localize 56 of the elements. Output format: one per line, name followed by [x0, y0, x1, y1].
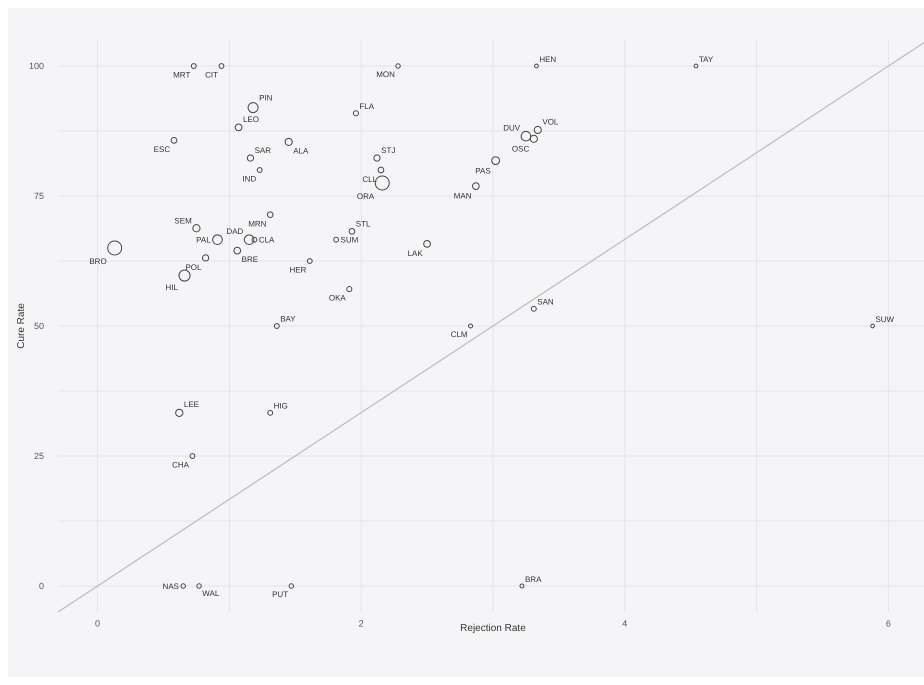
- data-label: ORA: [356, 192, 375, 201]
- data-label: OKA: [328, 294, 346, 303]
- data-label: BRO: [89, 257, 107, 266]
- data-label: PAS: [475, 166, 491, 176]
- data-label: NAS: [162, 582, 180, 591]
- data-label: PAL: [196, 236, 212, 245]
- x-tick-label: 6: [886, 618, 891, 628]
- data-label: PUT: [272, 590, 288, 600]
- data-label: FLA: [359, 102, 375, 111]
- data-label: ESC: [154, 145, 170, 154]
- data-label: MON: [376, 70, 396, 80]
- data-label: LAK: [408, 249, 424, 258]
- data-label: OSC: [512, 144, 530, 154]
- data-label: SAR: [254, 146, 272, 155]
- data-label: CLM: [450, 330, 468, 339]
- data-label: SAN: [537, 297, 554, 306]
- y-tick-label: 75: [34, 190, 44, 201]
- data-label: SUW: [875, 315, 895, 324]
- data-label: SUM: [340, 236, 359, 245]
- data-label: HER: [289, 265, 307, 274]
- data-label: STJ: [381, 146, 396, 155]
- data-label: PIN: [259, 94, 273, 103]
- data-label: HIL: [166, 283, 179, 292]
- data-label: IND: [242, 174, 256, 184]
- data-label: CHA: [172, 460, 190, 470]
- data-label: DUV: [503, 123, 521, 132]
- y-tick-label: 0: [38, 580, 44, 591]
- data-label: BRA: [524, 575, 542, 584]
- data-label: TAY: [698, 55, 714, 64]
- data-label: MRT: [173, 70, 190, 80]
- data-label: MAN: [454, 191, 472, 200]
- data-label: BAY: [280, 314, 296, 324]
- data-label: LEE: [184, 400, 200, 410]
- y-axis-title: Cure Rate: [16, 302, 27, 349]
- x-tick-label: 0: [95, 618, 100, 628]
- data-label: CLA: [258, 236, 276, 245]
- data-label: CLL: [362, 174, 378, 184]
- x-tick-label: 4: [622, 618, 628, 628]
- data-label: BRE: [242, 254, 258, 264]
- data-label: HEN: [539, 55, 556, 64]
- data-label: VOL: [542, 117, 559, 126]
- data-label: HIG: [274, 401, 288, 410]
- y-tick-label: 100: [28, 60, 44, 71]
- data-label: SEM: [174, 216, 192, 226]
- x-tick-label: 2: [358, 618, 364, 628]
- data-label: WAL: [202, 589, 220, 598]
- data-label: DAD: [226, 226, 244, 236]
- x-axis-title: Rejection Rate: [460, 623, 526, 634]
- data-label: STL: [356, 220, 371, 229]
- data-label: ALA: [293, 146, 310, 156]
- y-tick-label: 50: [34, 320, 44, 331]
- data-label: MRN: [248, 220, 267, 229]
- y-tick-label: 25: [34, 450, 44, 461]
- data-label: LEO: [242, 115, 259, 124]
- data-label: POL: [185, 263, 202, 272]
- data-label: CIT: [205, 70, 218, 80]
